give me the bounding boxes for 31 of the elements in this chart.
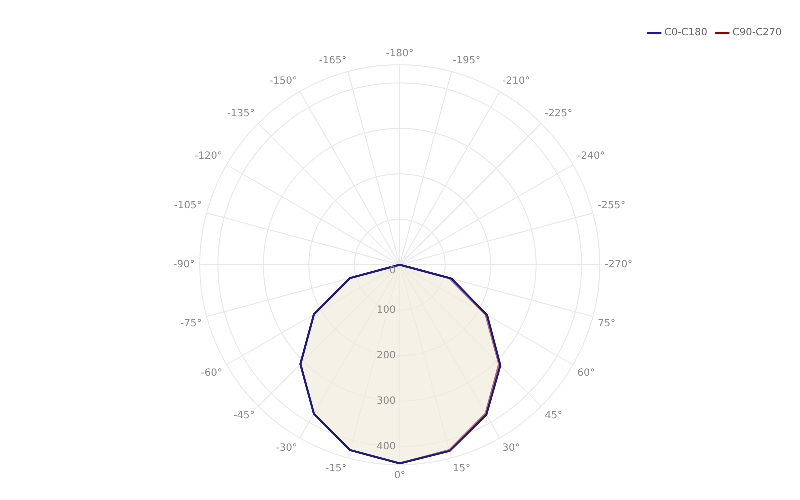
spoke-label: -165° (319, 56, 347, 67)
spoke-label: -45° (234, 410, 256, 422)
spoke-label: -90° (174, 260, 195, 271)
y-tick-label: 400 (376, 441, 396, 452)
spoke-label: 45° (544, 410, 563, 422)
spoke-label: -30° (276, 443, 298, 454)
spoke-label: -135° (227, 108, 256, 120)
spoke-label: -180° (386, 48, 414, 60)
y-tick-label: 100 (376, 305, 396, 316)
spoke-label: -225° (544, 108, 573, 120)
spoke-label: -270° (605, 260, 633, 271)
spoke-label: 30° (502, 443, 520, 454)
spoke-label: 75° (598, 318, 616, 330)
spoke-label: -210° (502, 76, 530, 88)
legend-label: C90-C270 (732, 28, 782, 39)
y-tick-label: 200 (376, 350, 396, 362)
spoke-label: -105° (174, 200, 202, 212)
spoke-label: -255° (598, 200, 626, 212)
spoke-label: -195° (453, 56, 481, 67)
spoke-label: 0° (394, 470, 406, 482)
spoke-label: -60° (201, 368, 222, 380)
spoke-label: 60° (578, 368, 596, 380)
y-tick-label: 300 (376, 396, 396, 407)
spoke-label: -75° (180, 318, 202, 330)
y-tick-label: 0 (390, 266, 396, 277)
legend-label: C0-C180 (664, 28, 708, 39)
spoke-label: -150° (270, 76, 298, 88)
spoke-label: -15° (326, 464, 347, 475)
spoke-label: -120° (194, 151, 222, 162)
spoke-label: 15° (453, 464, 471, 475)
spoke-label: -240° (578, 151, 606, 162)
